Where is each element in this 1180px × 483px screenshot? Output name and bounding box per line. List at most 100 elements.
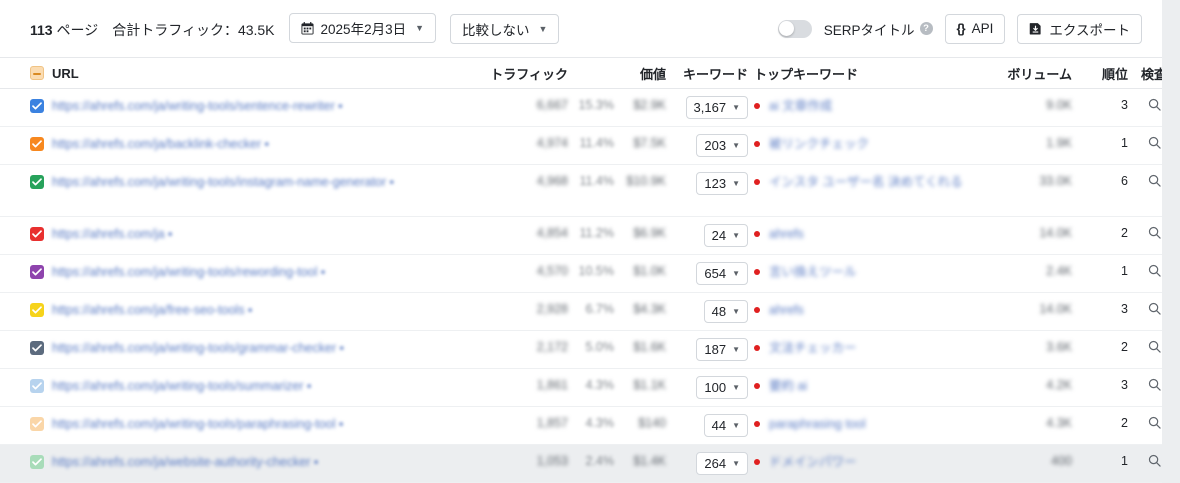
- row-url-link[interactable]: https://ahrefs.com/ja/writing-tools/para…: [52, 417, 336, 431]
- row-volume-cell: 14.0K: [1000, 302, 1072, 316]
- row-keywords-count: 654: [704, 266, 727, 281]
- external-link-icon[interactable]: ▪: [338, 99, 343, 113]
- row-checkbox[interactable]: [30, 303, 44, 317]
- keyword-status-dot: [754, 103, 760, 109]
- select-all-checkbox[interactable]: [30, 66, 44, 80]
- row-position-value: 1: [1121, 264, 1128, 278]
- column-header-volume[interactable]: ボリューム: [1007, 66, 1072, 82]
- search-icon[interactable]: [1148, 340, 1161, 356]
- column-header-traffic[interactable]: トラフィック: [490, 66, 568, 82]
- row-checkbox[interactable]: [30, 417, 44, 431]
- external-link-icon[interactable]: ▪: [389, 175, 395, 189]
- row-inspect-cell: [1128, 136, 1180, 152]
- external-link-icon[interactable]: ▪: [306, 379, 312, 393]
- row-traffic-cell: 4,854: [456, 226, 568, 240]
- row-checkbox[interactable]: [30, 227, 44, 241]
- row-top-keyword-link[interactable]: 文法チェッカー: [769, 341, 857, 355]
- row-checkbox[interactable]: [30, 137, 44, 151]
- row-url-link[interactable]: https://ahrefs.com/ja/free-seo-tools: [52, 303, 245, 317]
- row-keywords-count: 123: [704, 176, 727, 191]
- search-icon[interactable]: [1148, 416, 1161, 432]
- row-volume-cell: 4.2K: [1000, 378, 1072, 392]
- search-icon[interactable]: [1148, 378, 1161, 394]
- serp-title-toggle[interactable]: [777, 19, 812, 38]
- row-top-keyword-link[interactable]: ahrefs: [769, 303, 804, 317]
- row-top-keyword-cell: 文法チェッカー: [754, 340, 1000, 356]
- external-link-icon[interactable]: ▪: [320, 265, 326, 279]
- column-header-url[interactable]: URL: [52, 65, 79, 81]
- row-checkbox[interactable]: [30, 341, 44, 355]
- row-url-cell: https://ahrefs.com/ja/writing-tools/gram…: [52, 340, 456, 356]
- external-link-icon[interactable]: ▪: [313, 455, 319, 469]
- row-checkbox[interactable]: [30, 175, 44, 189]
- external-link-icon[interactable]: ▪: [339, 341, 345, 355]
- row-checkbox[interactable]: [30, 265, 44, 279]
- row-url-link[interactable]: https://ahrefs.com/ja/writing-tools/gram…: [52, 341, 337, 355]
- search-icon[interactable]: [1148, 226, 1161, 242]
- row-keywords-dropdown[interactable]: 24 ▼: [703, 224, 748, 247]
- external-link-icon[interactable]: ▪: [338, 417, 344, 431]
- row-top-keyword-link[interactable]: インスタ ユーザー名 決めてくれる: [769, 175, 963, 189]
- pages-table: URL トラフィック 価値 キーワード トップキーワード ボリューム 順位 検査…: [0, 58, 1167, 483]
- row-keywords-dropdown[interactable]: 123 ▼: [696, 172, 748, 195]
- search-icon[interactable]: [1148, 302, 1161, 318]
- row-keywords-dropdown[interactable]: 187 ▼: [696, 338, 748, 361]
- keyword-status-dot: [754, 231, 760, 237]
- row-top-keyword-link[interactable]: 言い換えツール: [769, 265, 857, 279]
- search-icon[interactable]: [1148, 98, 1161, 114]
- keyword-status-dot: [754, 345, 760, 351]
- external-link-icon[interactable]: ▪: [247, 303, 253, 317]
- column-header-position[interactable]: 順位: [1101, 66, 1128, 82]
- search-icon[interactable]: [1148, 454, 1161, 470]
- row-traffic-percent-value: 11.4%: [579, 136, 614, 150]
- row-keywords-dropdown[interactable]: 44 ▼: [703, 414, 748, 437]
- row-checkbox[interactable]: [30, 99, 44, 113]
- row-keywords-cell: 654 ▼: [666, 262, 754, 285]
- row-url-link[interactable]: https://ahrefs.com/ja/backlink-checker: [52, 137, 262, 151]
- row-volume-cell: 4.3K: [1000, 416, 1072, 430]
- row-url-link[interactable]: https://ahrefs.com/ja/writing-tools/inst…: [52, 175, 387, 189]
- row-keywords-dropdown[interactable]: 48 ▼: [703, 300, 748, 323]
- row-traffic-percent-value: 4.3%: [585, 378, 615, 392]
- help-icon[interactable]: ?: [919, 22, 933, 35]
- row-keywords-dropdown[interactable]: 3,167 ▼: [685, 96, 748, 119]
- search-icon[interactable]: [1148, 174, 1161, 190]
- row-checkbox[interactable]: [30, 455, 44, 469]
- keyword-status-dot: [754, 383, 760, 389]
- row-url-link[interactable]: https://ahrefs.com/ja/writing-tools/rewo…: [52, 265, 318, 279]
- row-url-link[interactable]: https://ahrefs.com/ja/writing-tools/sent…: [52, 99, 335, 113]
- search-icon[interactable]: [1148, 264, 1161, 280]
- row-url-link[interactable]: https://ahrefs.com/ja/website-authority-…: [52, 455, 311, 469]
- row-top-keyword-cell: 被リンクチェック: [754, 136, 1000, 152]
- row-top-keyword-link[interactable]: 被リンクチェック: [769, 137, 870, 151]
- row-traffic-value: 2,172: [536, 340, 568, 354]
- compare-dropdown-button[interactable]: 比較しない ▼: [450, 13, 560, 44]
- row-top-keyword-link[interactable]: ドメインパワー: [769, 455, 857, 469]
- column-header-keywords[interactable]: キーワード: [682, 66, 748, 82]
- row-url-link[interactable]: https://ahrefs.com/ja/writing-tools/summ…: [52, 379, 304, 393]
- row-top-keyword-link[interactable]: paraphrasing tool: [769, 417, 866, 431]
- row-url-link[interactable]: https://ahrefs.com/ja: [52, 227, 165, 241]
- row-value-cell: $1.6K: [614, 340, 666, 354]
- row-top-keyword-link[interactable]: 要約 ai: [769, 379, 808, 393]
- column-header-top-keyword[interactable]: トップキーワード: [754, 66, 859, 82]
- search-icon[interactable]: [1148, 136, 1161, 152]
- api-button[interactable]: {} API: [944, 13, 1006, 44]
- row-keywords-dropdown[interactable]: 654 ▼: [696, 262, 748, 285]
- row-traffic-percent-value: 11.2%: [579, 226, 614, 240]
- date-picker-button[interactable]: 2025年2月3日 ▼: [288, 13, 437, 44]
- external-link-icon[interactable]: ▪: [168, 227, 173, 241]
- export-button[interactable]: エクスポート: [1017, 13, 1142, 44]
- column-header-value[interactable]: 価値: [639, 66, 666, 82]
- external-link-icon[interactable]: ▪: [264, 137, 270, 151]
- row-top-keyword-link[interactable]: ai 文章作成: [769, 99, 833, 113]
- row-keywords-dropdown[interactable]: 264 ▼: [696, 452, 748, 475]
- row-keywords-dropdown[interactable]: 203 ▼: [696, 134, 748, 157]
- row-checkbox[interactable]: [30, 379, 44, 393]
- row-position-value: 2: [1121, 226, 1128, 240]
- row-select-cell: [30, 136, 52, 151]
- row-top-keyword-link[interactable]: ahrefs: [769, 227, 804, 241]
- row-keywords-dropdown[interactable]: 100 ▼: [696, 376, 748, 399]
- column-header-inspect[interactable]: 検査: [1140, 66, 1167, 82]
- row-traffic-value: 1,861: [536, 378, 568, 392]
